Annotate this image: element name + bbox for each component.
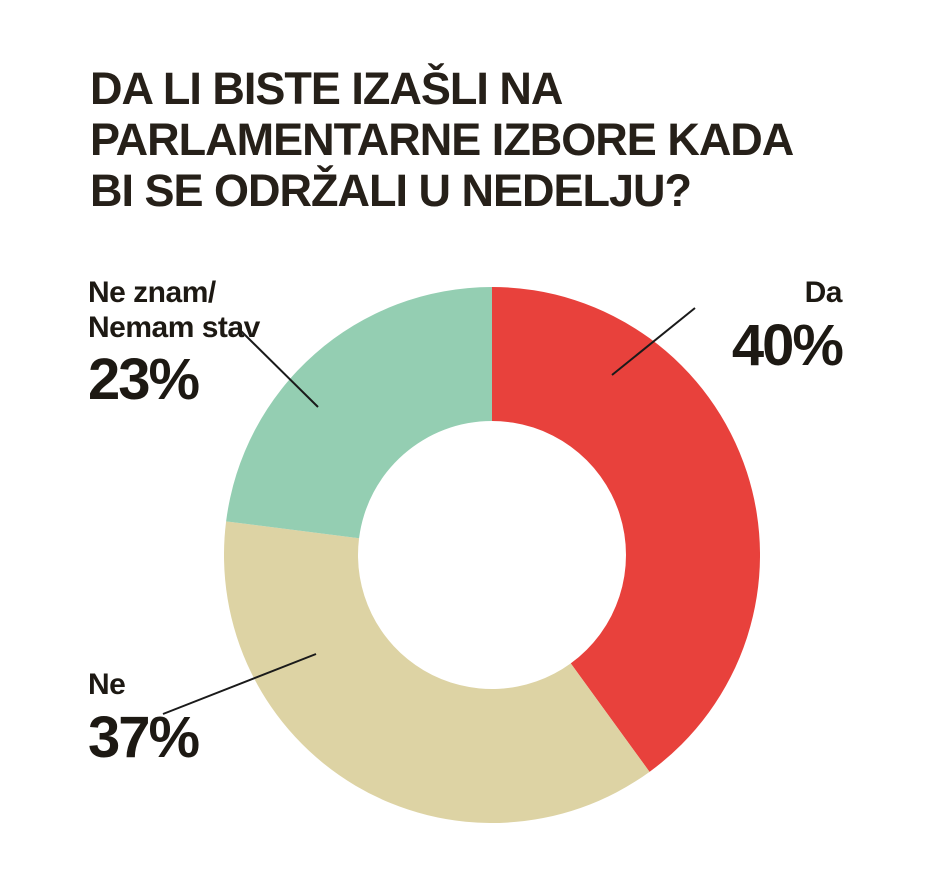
callout-da: Da 40% [640,276,844,378]
callout-ne-value: 37% [88,704,200,770]
chart-title: DA LI BISTE IZAŠLI NA PARLAMENTARNE IZBO… [90,63,794,216]
callout-ne-znam-label: Ne znam/ Nemam stav [88,276,260,344]
callout-ne-znam: Ne znam/ Nemam stav 23% [88,276,260,409]
callout-da-label: Da [804,276,843,309]
donut-chart [224,287,760,823]
segment-ne-znam-nemam-stav [226,287,493,539]
callout-ne-znam-value: 23% [88,347,200,412]
callout-da-value: 40% [731,312,844,378]
segment-ne [224,521,650,823]
callout-ne-label: Ne [88,668,126,701]
segment-da [492,287,760,772]
callout-ne: Ne 37% [88,668,200,770]
